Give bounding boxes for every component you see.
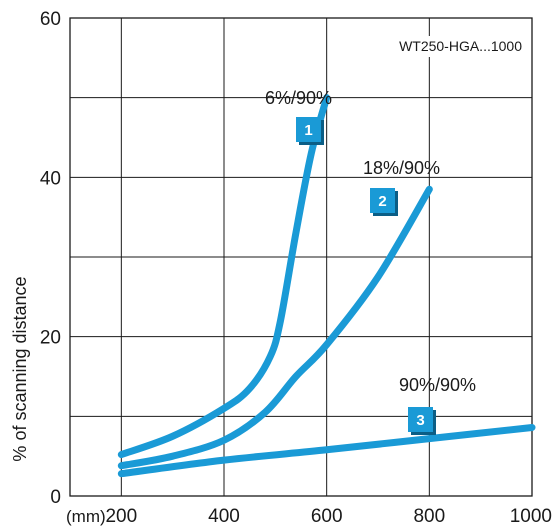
plot-frame bbox=[69, 17, 533, 497]
series-badge-number: 1 bbox=[304, 122, 312, 139]
model-label: WT250-HGA...1000 bbox=[399, 38, 522, 54]
series-label-3: 90%/90% bbox=[399, 375, 476, 395]
x-tick-label: 200 bbox=[105, 506, 137, 527]
x-tick-label: 600 bbox=[311, 506, 343, 527]
series-badge-2: 2 bbox=[370, 188, 398, 216]
series-badge-3: 3 bbox=[408, 407, 436, 435]
series-lines bbox=[117, 94, 536, 478]
x-tick-labels: 200 400 600 800 1000 bbox=[105, 506, 552, 527]
x-tick-label: 1000 bbox=[510, 506, 552, 527]
series-badge-number: 2 bbox=[378, 193, 386, 210]
y-tick-label: 40 bbox=[40, 168, 61, 189]
series-label-1: 6%/90% bbox=[265, 88, 332, 108]
y-tick-label: 20 bbox=[40, 328, 61, 349]
series-line-3 bbox=[117, 423, 536, 478]
series-badge-1: 1 bbox=[296, 117, 324, 145]
y-tick-labels: 0 20 40 60 bbox=[40, 9, 61, 508]
series-line-1 bbox=[117, 94, 331, 459]
series-line-2 bbox=[117, 185, 433, 470]
y-tick-label: 60 bbox=[40, 9, 61, 30]
y-axis-label: % of scanning distance bbox=[10, 276, 30, 461]
series-badge-number: 3 bbox=[416, 412, 424, 429]
x-tick-label: 400 bbox=[208, 506, 240, 527]
x-unit-label: (mm) bbox=[66, 507, 106, 526]
x-tick-label: 800 bbox=[413, 506, 445, 527]
series-label-2: 18%/90% bbox=[363, 158, 440, 178]
y-tick-label: 0 bbox=[50, 487, 61, 508]
model-label-background bbox=[370, 36, 526, 57]
series-annotations: 6%/90% 1 18%/90% 2 90%/90% 3 bbox=[265, 88, 476, 435]
